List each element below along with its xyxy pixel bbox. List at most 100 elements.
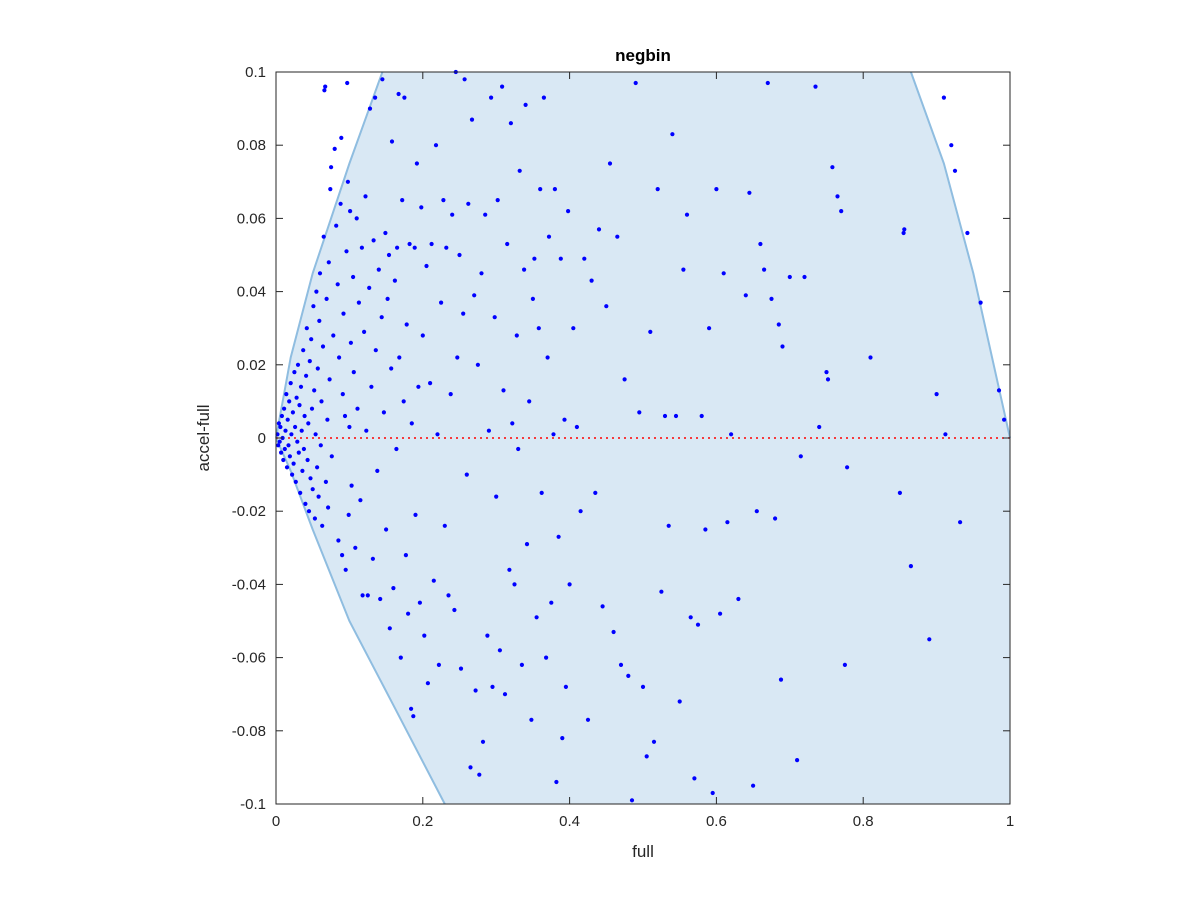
data-point <box>392 278 397 283</box>
data-point <box>502 692 508 697</box>
data-point <box>510 421 515 426</box>
data-point <box>304 326 309 331</box>
data-point <box>276 421 281 426</box>
data-point <box>334 223 339 228</box>
chart-title: negbin <box>615 46 671 65</box>
data-point <box>278 424 283 430</box>
data-point <box>320 344 326 349</box>
data-point <box>469 117 475 122</box>
data-point <box>349 483 354 488</box>
data-point <box>317 318 322 323</box>
data-point <box>721 271 726 276</box>
data-point <box>927 637 932 642</box>
data-point <box>303 501 308 506</box>
y-tick-label: -0.08 <box>232 723 266 740</box>
data-point <box>494 494 499 499</box>
data-point <box>308 476 313 481</box>
data-point <box>397 355 402 360</box>
data-point <box>622 377 627 382</box>
data-point <box>776 322 781 327</box>
data-point <box>539 490 544 495</box>
data-point <box>383 230 388 236</box>
data-point <box>380 77 385 82</box>
data-point <box>428 381 433 386</box>
data-point <box>367 106 373 111</box>
data-point <box>640 684 646 690</box>
data-point <box>306 509 312 514</box>
data-point <box>348 340 353 345</box>
data-point <box>295 362 301 367</box>
data-point <box>296 450 301 455</box>
x-tick-label: 0.4 <box>559 813 580 830</box>
data-point <box>901 230 906 236</box>
band-upper-edge <box>275 71 384 439</box>
x-tick-label: 0.8 <box>853 813 874 830</box>
data-point <box>551 432 556 437</box>
data-point <box>409 706 414 711</box>
data-point <box>996 388 1002 393</box>
data-point <box>607 161 613 166</box>
data-point <box>949 143 954 148</box>
data-point <box>322 88 327 93</box>
data-point <box>439 300 444 305</box>
data-point <box>600 604 605 609</box>
data-point <box>541 95 547 100</box>
data-point <box>495 198 500 203</box>
band-right-edge <box>909 71 1011 439</box>
data-point <box>839 209 844 214</box>
data-point <box>578 509 583 514</box>
data-point <box>305 457 310 463</box>
data-point <box>644 754 649 759</box>
data-point <box>276 443 281 448</box>
data-point <box>281 457 286 463</box>
data-point <box>340 553 345 558</box>
data-point <box>516 446 521 452</box>
data-point <box>293 424 298 430</box>
data-point <box>384 527 389 532</box>
data-point <box>329 454 334 459</box>
data-point <box>343 567 348 572</box>
data-point <box>582 256 587 261</box>
data-point <box>323 479 328 484</box>
data-point <box>288 381 293 386</box>
data-point <box>773 516 778 521</box>
data-point <box>317 271 323 276</box>
data-point <box>316 494 321 499</box>
data-point <box>351 274 356 280</box>
data-point <box>277 439 282 444</box>
data-point <box>762 267 767 272</box>
data-point <box>567 582 572 587</box>
data-point <box>802 274 807 280</box>
data-point <box>300 468 305 473</box>
data-point <box>414 161 419 166</box>
data-point <box>978 300 983 305</box>
data-point <box>367 285 372 290</box>
data-point <box>560 736 565 741</box>
data-point <box>284 392 289 397</box>
data-point <box>633 80 638 86</box>
data-point <box>571 326 576 331</box>
data-point <box>1002 417 1007 422</box>
data-point <box>452 607 457 613</box>
data-point <box>301 446 306 452</box>
data-point <box>345 80 350 86</box>
data-point <box>369 384 374 389</box>
data-point <box>360 593 365 598</box>
data-point <box>314 289 319 294</box>
data-point <box>293 479 298 484</box>
data-point <box>310 487 315 492</box>
data-point <box>527 399 532 404</box>
data-point <box>546 234 552 239</box>
data-point <box>934 392 939 397</box>
data-point <box>282 446 287 452</box>
data-point <box>455 355 460 360</box>
data-point <box>692 776 697 781</box>
data-point <box>285 417 290 422</box>
data-point <box>574 424 580 430</box>
data-point <box>593 490 598 495</box>
data-point <box>681 267 686 272</box>
data-point <box>466 201 471 206</box>
data-point <box>381 410 386 415</box>
data-point <box>637 410 642 415</box>
x-tick-label: 1 <box>1006 813 1014 830</box>
